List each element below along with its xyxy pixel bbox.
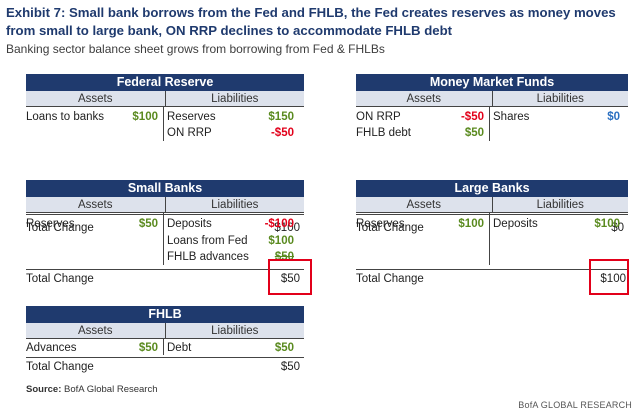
mmf-asset-value: -$50 — [460, 111, 484, 123]
large-asset-label: Reserves — [356, 218, 405, 230]
large-banks-column-headers: Assets Liabilities — [356, 197, 628, 213]
fhlb-total-label: Total Change — [26, 361, 94, 373]
small-banks-column-headers: Assets Liabilities — [26, 197, 304, 213]
assets-header: Assets — [77, 199, 113, 211]
fed-total-value: $100 — [274, 222, 300, 234]
fed-asset-value: $100 — [132, 111, 158, 123]
mmf-asset-label: ON RRP — [356, 111, 401, 123]
small-liability-value: -$100 — [264, 218, 294, 230]
small-banks-t-account: Small Banks Assets Liabilities Reserves … — [26, 180, 312, 295]
small-liability-value: $100 — [268, 235, 294, 247]
total-separator — [356, 214, 628, 215]
fhlb-asset-label: Advances — [26, 342, 77, 354]
source-note: Source: BofA Global Research — [26, 384, 158, 395]
total-separator — [26, 269, 304, 270]
mmf-total-value: $0 — [611, 222, 624, 234]
small-liability-label: Loans from Fed — [167, 235, 248, 247]
large-total-label: Total Change — [356, 273, 424, 285]
brand-mark: BofA GLOBAL RESEARCH — [518, 400, 632, 410]
fed-liability-value: $150 — [268, 111, 294, 123]
mmf-liability-label: Shares — [493, 111, 530, 123]
fhlb-asset-value: $50 — [138, 342, 158, 354]
fhlb-t-account: FHLB Assets Liabilities Advances $50 Deb… — [26, 306, 304, 373]
liabilities-header: Liabilities — [164, 197, 305, 212]
t-divider — [489, 213, 490, 265]
small-banks-body: Reserves $50 Deposits -$100 Loans from F… — [26, 213, 304, 267]
small-liability-label: Deposits — [167, 218, 212, 230]
federal-reserve-t-account: Federal Reserve Assets Liabilities Loans… — [26, 74, 304, 234]
fhlb-liability-label: Debt — [167, 342, 192, 354]
federal-reserve-column-headers: Assets Liabilities — [26, 91, 304, 107]
liabilities-header: Liabilities — [164, 323, 305, 338]
federal-reserve-body: Loans to banks $100 Reserves $150 ON RRP… — [26, 107, 304, 145]
small-total-value: $50 — [280, 273, 300, 285]
highlight-box — [268, 259, 312, 295]
money-market-funds-t-account: Money Market Funds Assets Liabilities ON… — [356, 74, 628, 234]
small-liability-label: FHLB advances — [167, 251, 249, 263]
fed-total-label: Total Change — [26, 222, 94, 234]
money-market-funds-column-headers: Assets Liabilities — [356, 91, 628, 107]
liabilities-header: Liabilities — [491, 91, 629, 106]
fed-liability-value: -$50 — [270, 127, 294, 139]
fhlb-total-value: $50 — [280, 361, 300, 373]
source-text: BofA Global Research — [64, 384, 158, 395]
total-separator — [356, 269, 628, 270]
total-separator — [26, 357, 304, 358]
assets-header: Assets — [77, 325, 113, 337]
liabilities-header: Liabilities — [164, 91, 305, 106]
small-banks-title: Small Banks — [26, 180, 304, 197]
t-divider — [163, 107, 164, 141]
mmf-asset-value: $50 — [464, 127, 484, 139]
assets-header: Assets — [406, 93, 441, 105]
large-liability-value: $100 — [594, 218, 620, 230]
large-asset-value: $100 — [458, 218, 484, 230]
mmf-asset-label: FHLB debt — [356, 127, 411, 139]
liabilities-header: Liabilities — [491, 197, 629, 212]
fhlb-title: FHLB — [26, 306, 304, 323]
fed-liability-label: ON RRP — [167, 127, 212, 139]
mmf-liability-value: $0 — [607, 111, 620, 123]
exhibit-subtitle: Banking sector balance sheet grows from … — [6, 42, 385, 56]
assets-header: Assets — [77, 93, 113, 105]
t-divider — [489, 107, 490, 141]
large-banks-body: Reserves $100 Deposits $100 — [356, 213, 628, 267]
fhlb-liability-value: $50 — [274, 342, 294, 354]
source-label: Source: — [26, 384, 62, 395]
mmf-total-label: Total Change — [356, 222, 424, 234]
money-market-funds-body: ON RRP -$50 FHLB debt $50 Shares $0 — [356, 107, 628, 145]
fed-liability-label: Reserves — [167, 111, 216, 123]
assets-header: Assets — [406, 199, 441, 211]
t-divider — [163, 339, 164, 355]
large-liability-label: Deposits — [493, 218, 538, 230]
total-separator — [26, 214, 304, 215]
highlight-box — [589, 259, 629, 295]
small-asset-label: Reserves — [26, 218, 75, 230]
large-banks-t-account: Large Banks Assets Liabilities Reserves … — [356, 180, 629, 295]
fhlb-body: Advances $50 Debt $50 — [26, 339, 304, 357]
large-total-value: $100 — [600, 273, 626, 285]
exhibit-title: Exhibit 7: Small bank borrows from the F… — [6, 5, 616, 38]
money-market-funds-title: Money Market Funds — [356, 74, 628, 91]
fhlb-column-headers: Assets Liabilities — [26, 323, 304, 339]
federal-reserve-title: Federal Reserve — [26, 74, 304, 91]
large-banks-title: Large Banks — [356, 180, 628, 197]
small-asset-value: $50 — [138, 218, 158, 230]
fed-asset-label: Loans to banks — [26, 111, 105, 123]
t-divider — [163, 213, 164, 265]
small-total-label: Total Change — [26, 273, 94, 285]
